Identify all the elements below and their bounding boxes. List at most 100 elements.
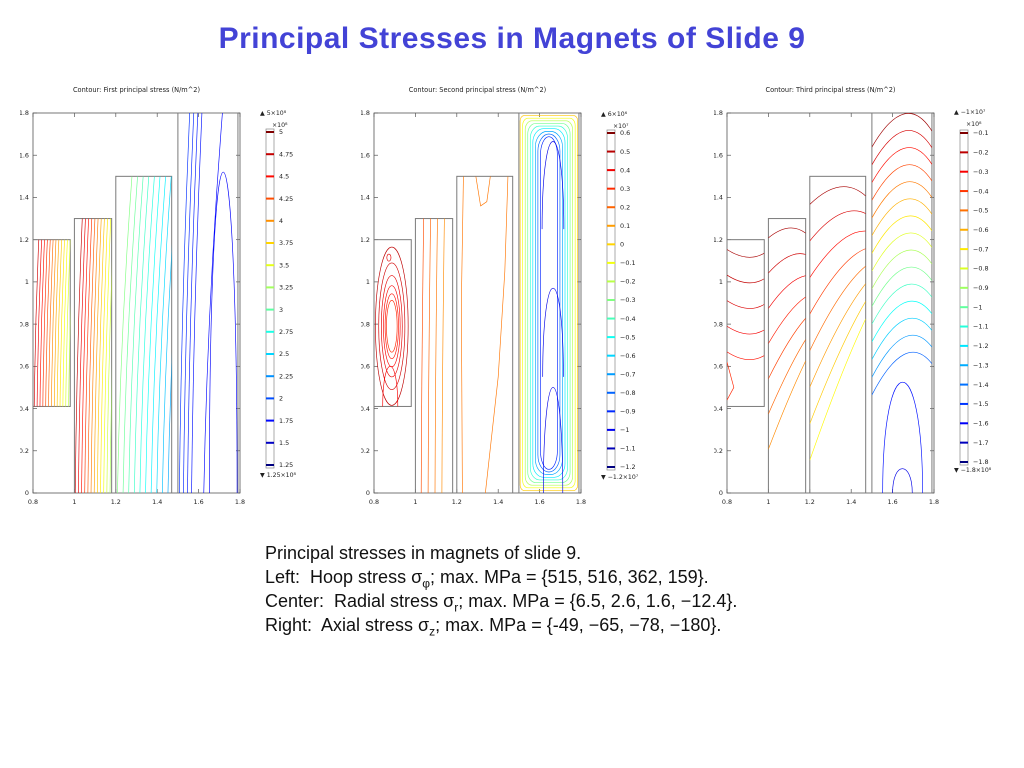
- caption-line: Right: Axial stress σz; max. MPa = {-49,…: [265, 615, 722, 639]
- contour-line: [122, 176, 138, 493]
- colorbar-tick-label: −0.7: [620, 370, 636, 378]
- contour-line: [90, 218, 99, 494]
- contour-group: [541, 141, 565, 230]
- colorbar-tick-label: −0.7: [973, 245, 989, 253]
- colorbar-tick-label: −0.8: [620, 389, 636, 397]
- colorbar-tick: [607, 132, 615, 134]
- y-axis-tick-label: 0.2: [714, 447, 723, 455]
- colorbar-tick: [607, 261, 615, 264]
- colorbar-tick-label: −0.1: [620, 259, 636, 267]
- y-axis-tick-label: 1.2: [20, 236, 29, 244]
- y-axis-tick-label: 0.6: [714, 363, 723, 371]
- colorbar-min-label: ▼ −1.2×10⁷: [601, 474, 639, 481]
- colorbar-tick-label: −0.5: [620, 333, 636, 341]
- contour-line: [809, 230, 866, 278]
- y-axis-tick-label: 0.8: [361, 320, 370, 328]
- contour-group: [382, 366, 399, 407]
- colorbar-tick: [960, 383, 968, 386]
- y-axis-tick-label: 0: [25, 489, 29, 497]
- y-axis-tick-label: 1.4: [714, 194, 723, 202]
- colorbar-tick: [607, 206, 615, 209]
- y-axis-tick-label: 1.2: [714, 236, 723, 244]
- contour-line: [427, 218, 431, 494]
- contour-group: [209, 171, 238, 493]
- colorbar-tick-label: −0.6: [620, 352, 636, 360]
- contour-line: [106, 268, 112, 494]
- contour-line: [768, 339, 806, 415]
- contour-group: [871, 113, 932, 396]
- plot-title: Contour: First principal stress (N/m^2): [73, 86, 200, 94]
- colorbar-tick-label: −0.2: [620, 278, 636, 286]
- colorbar-tick: [266, 308, 274, 311]
- contour-line: [461, 176, 464, 493]
- colorbar-tick: [607, 243, 615, 246]
- contour-group: [386, 253, 392, 262]
- contour-line: [809, 318, 866, 461]
- x-axis-tick-label: 1.2: [111, 498, 121, 506]
- contour-line: [882, 382, 923, 493]
- colorbar-max-label: ▲ −1×10⁷: [954, 109, 986, 116]
- contour-group: [519, 115, 579, 491]
- contour-ring: [529, 125, 568, 481]
- contour-line: [97, 218, 105, 494]
- contour-line: [768, 318, 806, 379]
- colorbar-tick-label: 4: [279, 217, 283, 225]
- magnet-outline: [726, 239, 765, 407]
- contour-ring: [519, 115, 579, 491]
- colorbar-tick-label: 3: [279, 306, 283, 314]
- y-axis-tick-label: 0.6: [20, 363, 29, 371]
- colorbar-tick-label: 2.75: [279, 328, 293, 336]
- contour-group: [420, 218, 445, 494]
- colorbar-tick: [607, 466, 615, 468]
- colorbar-tick-label: −1.8: [973, 458, 989, 466]
- contour-group: [768, 227, 806, 450]
- contour-line: [871, 181, 932, 219]
- x-axis-tick-label: 0.8: [722, 498, 732, 506]
- contour-line: [100, 218, 108, 494]
- y-axis-tick-label: 1.8: [20, 109, 29, 117]
- contour-group: [179, 113, 203, 493]
- x-axis-tick-label: 1.8: [929, 498, 939, 506]
- colorbar-tick: [266, 397, 274, 400]
- contour-group: [203, 113, 223, 493]
- colorbar-tick-label: 2.5: [279, 350, 289, 358]
- magnet-outline: [871, 112, 933, 494]
- colorbar-scale-label: ×10⁸: [272, 122, 288, 129]
- y-axis-tick-label: 1.6: [20, 151, 29, 159]
- y-axis-tick-label: 0.8: [714, 320, 723, 328]
- contour-line: [871, 283, 932, 325]
- plot-axes: 0.8 1 1.2 1.4 1.6 1.8 0 0.2 0.4 0.6 0.8 1 1.2 1.4 1.6 1…: [713, 109, 939, 506]
- contour-line: [727, 325, 765, 335]
- y-axis-tick-label: 1.4: [361, 194, 370, 202]
- magnet-outline: [809, 175, 867, 494]
- colorbar-tick: [607, 150, 615, 153]
- contour-lines: [375, 115, 579, 494]
- contour-line: [59, 239, 65, 407]
- contour-plot-canvas: Contour: First principal stress (N/m^2) 0…: [19, 86, 297, 506]
- colorbar-tick: [607, 410, 615, 413]
- x-axis-tick-label: 1.4: [152, 498, 162, 506]
- contour-ring: [381, 275, 403, 378]
- colorbar-tick: [266, 131, 274, 133]
- contour-line: [871, 249, 932, 289]
- caption-line: Center: Radial stress σr; max. MPa = {6.…: [265, 591, 738, 615]
- colorbar-tick-label: −1.1: [973, 323, 989, 331]
- contour-line: [93, 218, 102, 494]
- magnet-outlines: [373, 112, 580, 494]
- x-axis-tick-label: 1.8: [235, 498, 245, 506]
- colorbar-min-label: ▼ −1.8×10⁸: [954, 467, 992, 474]
- contour-line: [871, 198, 932, 236]
- colorbar-tick: [266, 464, 274, 466]
- colorbar-tick-label: −1.2: [973, 342, 989, 350]
- colorbar-tick: [960, 190, 968, 193]
- plot-axes: 0.8 1 1.2 1.4 1.6 1.8 0 0.2 0.4 0.6 0.8 1 1.2 1.4 1.6 1…: [360, 109, 586, 506]
- contour-ring: [522, 117, 576, 489]
- contour-line: [81, 218, 89, 494]
- colorbar-tick-label: 2: [279, 395, 283, 403]
- magnet-outline: [73, 218, 113, 494]
- contour-line: [133, 176, 150, 493]
- contour-group: [882, 382, 923, 493]
- colorbar-tick-label: −0.9: [620, 408, 636, 416]
- colorbar-max-label: ▲ 6×10⁶: [601, 111, 628, 118]
- contour-line: [543, 387, 564, 493]
